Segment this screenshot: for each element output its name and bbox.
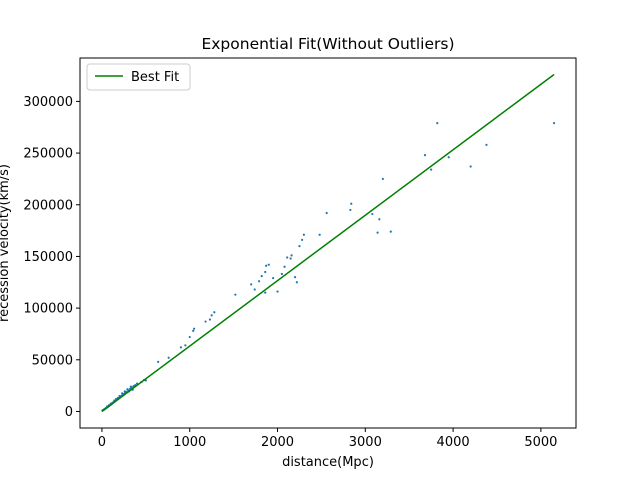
scatter-point: [213, 311, 216, 314]
scatter-point: [210, 314, 213, 317]
y-tick-label: 0: [65, 405, 73, 420]
scatter-point: [381, 177, 384, 181]
chart-title: Exponential Fit(Without Outliers): [201, 35, 454, 53]
scatter-point: [298, 245, 301, 248]
scatter-point: [204, 320, 207, 323]
scatter-point: [167, 356, 170, 359]
scatter-point: [447, 156, 450, 159]
x-axis-ticks: 0 1000 2000 3000 4000 5000: [98, 428, 557, 450]
scatter-point: [349, 208, 352, 212]
scatter-point: [114, 397, 118, 401]
scatter-point: [193, 327, 196, 330]
y-tick-label: 200000: [23, 198, 73, 213]
scatter-point: [378, 218, 381, 221]
scatter-point: [302, 233, 305, 236]
scatter-point: [376, 231, 379, 234]
x-tick-label: 2000: [261, 435, 294, 450]
scatter-point: [260, 274, 263, 278]
y-tick-label: 250000: [23, 147, 73, 162]
best-fit-line: [101, 73, 555, 413]
scatter-point: [264, 270, 267, 274]
x-tick-label: 3000: [349, 435, 382, 450]
scatter-point: [250, 283, 253, 286]
scatter-point: [430, 168, 433, 171]
scatter-point: [188, 335, 191, 339]
y-axis-label: recession velocity(km/s): [0, 164, 12, 322]
scatter-point: [469, 165, 472, 168]
y-axis-ticks: 0 50000 100000 150000 200000 250000 300000: [23, 95, 80, 420]
y-tick-label: 50000: [32, 353, 73, 368]
scatter-point: [290, 254, 293, 257]
x-axis-label: distance(Mpc): [282, 455, 374, 470]
scatter-point: [485, 143, 488, 146]
scatter-point: [272, 277, 275, 280]
scatter-point: [389, 230, 392, 233]
scatter-point: [289, 257, 292, 260]
fit-line-series: [101, 73, 555, 413]
scatter-point: [179, 346, 183, 349]
legend: Best Fit: [86, 63, 191, 91]
scatter-point: [301, 238, 304, 241]
scatter-point: [286, 256, 289, 259]
scatter-point: [350, 202, 353, 205]
scatter-point: [121, 392, 124, 395]
y-tick-label: 150000: [23, 250, 73, 265]
scatter-point: [552, 122, 556, 125]
scatter-point: [276, 290, 279, 293]
scatter-point: [129, 385, 133, 388]
y-tick-label: 100000: [23, 302, 73, 317]
scatter-point: [253, 288, 256, 291]
scatter-point: [267, 263, 270, 266]
scatter-point: [126, 388, 129, 391]
x-tick-label: 4000: [437, 435, 470, 450]
scatter-point: [157, 360, 160, 363]
scatter-point: [265, 264, 268, 267]
scatter-point: [264, 291, 267, 294]
x-tick-label: 5000: [524, 435, 557, 450]
scatter-point: [280, 272, 284, 276]
x-tick-label: 1000: [173, 435, 206, 450]
x-tick-label: 0: [98, 435, 106, 450]
scatter-point: [436, 122, 439, 125]
scatter-point: [293, 276, 297, 279]
scatter-point: [118, 394, 121, 398]
scatter-point: [325, 211, 328, 215]
scatter-point: [184, 344, 187, 347]
legend-box: [86, 63, 191, 91]
scatter-point: [295, 281, 298, 284]
scatter-point: [234, 293, 237, 296]
scatter-point: [318, 233, 321, 236]
scatter-point: [283, 265, 286, 268]
scatter-point: [123, 390, 126, 393]
legend-label-best-fit: Best Fit: [131, 70, 179, 85]
scatter-point: [423, 154, 427, 157]
scatter-point: [208, 318, 212, 321]
y-tick-label: 300000: [23, 95, 73, 110]
scatter-point: [192, 329, 195, 332]
plot-frame: [79, 57, 577, 429]
scatter-point: [257, 280, 261, 283]
scatter-point: [371, 212, 374, 216]
